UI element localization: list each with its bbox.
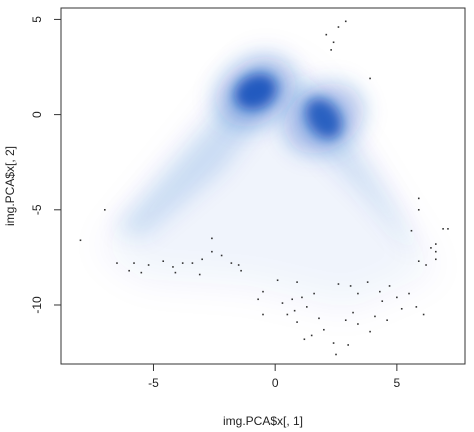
outlier-point	[434, 258, 437, 261]
outlier-point	[442, 228, 444, 230]
outlier-point	[211, 250, 213, 253]
outlier-point	[325, 33, 328, 36]
outlier-point	[400, 307, 403, 310]
outlier-point	[116, 262, 118, 264]
outlier-point	[133, 262, 135, 264]
x-axis-title: img.PCA$x[, 1]	[223, 414, 303, 428]
outlier-point	[286, 313, 289, 316]
outlier-point	[174, 271, 177, 274]
outlier-point	[296, 321, 298, 323]
y-tick-label: -10	[30, 296, 44, 314]
outlier-point	[434, 243, 437, 245]
y-axis-title: img.PCA$x[, 2]	[3, 146, 17, 226]
outlier-point	[344, 319, 347, 322]
outlier-point	[104, 208, 106, 211]
outlier-point	[293, 309, 296, 312]
outlier-point	[313, 292, 315, 295]
outlier-point	[162, 260, 165, 262]
outlier-point	[349, 285, 352, 287]
density-cloud	[99, 53, 436, 309]
outlier-point	[415, 306, 418, 308]
density-peak-core	[305, 98, 343, 139]
outlier-point	[386, 319, 388, 322]
outlier-point	[237, 264, 240, 266]
outlier-point	[337, 26, 340, 28]
outlier-point	[430, 247, 432, 249]
outlier-point	[128, 269, 130, 272]
outlier-point	[306, 306, 308, 308]
outlier-point	[211, 237, 213, 240]
outlier-point	[417, 197, 420, 200]
outlier-point	[434, 250, 437, 253]
outlier-point	[303, 338, 306, 341]
outlier-point	[357, 323, 359, 325]
outlier-point	[201, 258, 203, 261]
outlier-point	[417, 260, 420, 262]
outlier-point	[369, 330, 371, 333]
outlier-point	[240, 269, 242, 272]
y-tick-label: 0	[30, 111, 44, 118]
outlier-point	[220, 254, 223, 257]
outlier-point	[230, 262, 233, 264]
y-axis: -10 -5 0 5	[30, 16, 61, 314]
outlier-point	[79, 239, 82, 242]
outlier-point	[332, 41, 335, 44]
outlier-point	[191, 262, 194, 264]
x-tick-label: 0	[272, 376, 279, 390]
outlier-point	[410, 229, 413, 232]
outlier-points	[79, 20, 449, 356]
outlier-point	[422, 313, 425, 316]
outlier-point	[396, 296, 398, 299]
x-tick-label: -5	[148, 376, 159, 390]
outlier-point	[381, 300, 384, 302]
outlier-point	[337, 283, 340, 285]
outlier-point	[344, 20, 347, 23]
outlier-point	[374, 315, 376, 318]
outlier-point	[417, 208, 420, 211]
outlier-point	[172, 266, 174, 268]
outlier-point	[366, 281, 369, 283]
outlier-point	[408, 292, 410, 295]
y-tick-label: -5	[30, 204, 44, 215]
outlier-point	[447, 228, 449, 230]
outlier-point	[335, 353, 337, 356]
plot-frame	[60, 7, 466, 365]
x-axis: -5 0 5	[148, 364, 401, 390]
outlier-point	[257, 298, 259, 301]
outlier-point	[352, 311, 354, 314]
outlier-point	[379, 290, 381, 293]
outlier-point	[332, 342, 335, 344]
outlier-point	[357, 292, 359, 295]
outlier-point	[281, 302, 284, 304]
outlier-point	[181, 262, 184, 264]
outlier-point	[198, 273, 201, 276]
density-peak-core	[234, 73, 277, 110]
outlier-point	[388, 285, 391, 287]
outlier-point	[310, 334, 313, 337]
outlier-point	[262, 290, 264, 293]
outlier-point	[323, 328, 325, 331]
x-tick-label: 5	[394, 376, 401, 390]
outlier-point	[296, 281, 298, 283]
outlier-point	[276, 279, 279, 282]
outlier-point	[425, 264, 427, 266]
outlier-point	[369, 77, 371, 80]
density-halo	[99, 53, 436, 309]
outlier-point	[347, 344, 349, 346]
outlier-point	[318, 317, 320, 320]
outlier-point	[140, 271, 143, 274]
outlier-point	[147, 264, 150, 266]
outlier-point	[330, 49, 332, 51]
outlier-point	[301, 296, 303, 299]
outlier-point	[262, 313, 264, 316]
outlier-point	[291, 298, 294, 301]
y-tick-label: 5	[30, 16, 44, 23]
